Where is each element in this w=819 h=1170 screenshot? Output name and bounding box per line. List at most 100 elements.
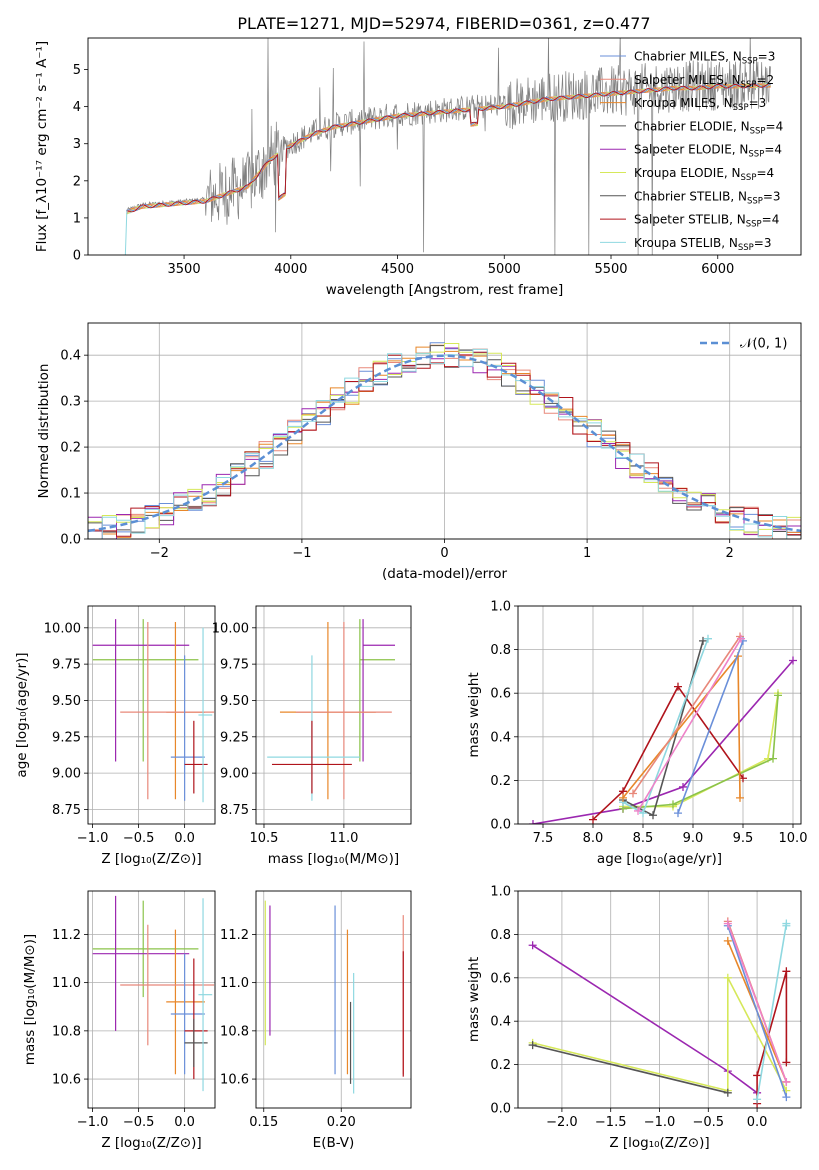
panels: 3500 4000 4500 5000 5500 6000 0 1 2 3 4 5 wavelength… (14, 37, 807, 1151)
series-marker (782, 1077, 791, 1086)
x-tick-label: 0 (440, 546, 448, 561)
x-tick-label: 9.5 (733, 831, 754, 846)
series-marker (782, 1058, 791, 1067)
y-tick-label: 0.6 (490, 971, 511, 986)
x-tick-label: 0.0 (174, 1115, 195, 1130)
x-tick-label: 4000 (274, 262, 307, 277)
histogram-salpeter_elodie (88, 347, 801, 539)
legend-label-sub: SSP (747, 196, 763, 206)
legend-label-tail: =4 (766, 119, 784, 133)
panel-age_vs_mass: 10.5 11.0 8.75 9.00 9.25 9.50 9.75 10.00 mass [l… (212, 605, 412, 867)
legend-label-tail: =4 (762, 213, 780, 227)
y-tick-label: 11.0 (220, 976, 249, 991)
series-marker (723, 919, 732, 928)
series-marker (639, 809, 647, 818)
panel-mass_vs_ebv: 0.15 0.20 10.6 10.8 11.0 11.2 E(B-V) (220, 890, 412, 1151)
x-axis-label: wavelength [Angstrom, rest frame] (326, 282, 564, 298)
x-tick-label: −0.5 (693, 1115, 725, 1130)
series-line (532, 659, 794, 824)
plot-area (124, 38, 772, 255)
legend-label: Chabrier MILES, NSSP=3 (634, 50, 775, 67)
legend-label-tail: =3 (754, 236, 772, 250)
panel-weight_vs_Z: −2.0 −1.5 −1.0 −0.5 0.0 0.0 0.2 0.4 0.6 0.8 1.0 Z [… (466, 885, 802, 1151)
x-tick-label: 1 (583, 546, 591, 561)
y-tick-label: 0.0 (490, 1102, 511, 1117)
legend-label-sub: SSP (733, 103, 749, 113)
series-marker (699, 636, 707, 645)
y-tick-label: 10.8 (220, 1024, 249, 1039)
legend-label: Salpeter STELIB, NSSP=4 (634, 213, 779, 230)
y-axis-label: Flux [f_λ10⁻¹⁷ erg cm⁻² s⁻¹ A⁻¹] (34, 41, 50, 252)
series-line (637, 638, 742, 812)
legend-label-sub: SSP (742, 57, 758, 67)
plot-area (267, 619, 396, 801)
x-tick-label: 0.0 (174, 831, 195, 846)
series-line (677, 640, 744, 814)
series-line (632, 636, 741, 794)
y-tick-label: 0.2 (490, 774, 511, 789)
series-marker (774, 691, 782, 700)
x-axis-label: Z [log₁₀(Z/Z⊙)] (609, 1135, 709, 1151)
series-marker (753, 1095, 762, 1104)
y-tick-label: 0.4 (60, 349, 81, 364)
histogram-kroupa_stelib (88, 348, 801, 539)
y-tick-label: 9.75 (220, 658, 249, 673)
legend-label-sub: SSP (746, 220, 762, 230)
series-marker (737, 634, 745, 643)
y-tick-label: 10.6 (220, 1073, 249, 1088)
x-tick-label: 3500 (168, 262, 201, 277)
series-line (622, 695, 779, 810)
x-tick-label: 0.0 (747, 1115, 768, 1130)
y-tick-label: 2 (73, 174, 81, 189)
series-marker (723, 1088, 732, 1097)
legend-label-tail: =4 (756, 166, 774, 180)
axes-frame (255, 890, 412, 1109)
normal-curve (88, 354, 801, 533)
x-tick-label: 2 (726, 546, 734, 561)
plot-area (529, 632, 797, 824)
series-marker (669, 800, 677, 809)
series-marker (529, 820, 537, 824)
figure-title: PLATE=1271, MJD=52974, FIBERID=0361, z=0… (237, 14, 650, 33)
axes-frame (87, 890, 216, 1109)
series-marker (674, 682, 682, 691)
y-tick-label: 0.2 (490, 1058, 511, 1073)
model-line-salpeter_stelib (126, 83, 771, 213)
y-tick-label: 10.6 (52, 1073, 81, 1088)
x-tick-label: 4500 (381, 262, 414, 277)
legend-label-main: Kroupa ELODIE, N (634, 166, 741, 180)
x-tick-label: −2.0 (546, 1115, 578, 1130)
x-tick-label: 7.5 (533, 831, 554, 846)
y-tick-label: 11.0 (52, 976, 81, 991)
y-tick-label: 0.8 (490, 928, 511, 943)
series-marker (782, 967, 791, 976)
y-tick-label: 0 (73, 249, 81, 264)
y-tick-label: 0.4 (490, 730, 511, 745)
plot-area (92, 895, 215, 1092)
legend-label: Chabrier ELODIE, NSSP=4 (634, 119, 783, 136)
x-tick-label: 0.20 (327, 1115, 356, 1130)
legend-label-tail: =2 (756, 73, 774, 87)
y-tick-label: 9.00 (52, 767, 81, 782)
x-tick-label: −0.5 (123, 831, 155, 846)
legend-label-tail: =4 (764, 143, 782, 157)
y-tick-label: 8.75 (220, 803, 249, 818)
axes-frame (87, 605, 216, 825)
y-tick-label: 11.2 (52, 928, 81, 943)
legend-label-main: Chabrier STELIB, N (634, 189, 747, 203)
series-marker (589, 815, 597, 824)
legend-label-main: Kroupa STELIB, N (634, 236, 738, 250)
legend-label: Chabrier STELIB, NSSP=3 (634, 189, 781, 206)
x-tick-label: 9.0 (683, 831, 704, 846)
series-line (532, 977, 788, 1092)
panel-age_vs_Z: −1.0 −0.5 0.0 8.75 9.00 9.25 9.50 9.75 10.00 Z [l… (14, 605, 216, 867)
y-tick-label: 1 (73, 211, 81, 226)
data-spectrum-line (126, 38, 772, 255)
y-tick-label: 0.2 (60, 441, 81, 456)
x-tick-label: −2 (150, 546, 169, 561)
plot-area (88, 342, 801, 539)
legend-label-tail: =3 (758, 50, 776, 64)
x-tick-label: −1.0 (644, 1115, 676, 1130)
y-tick-label: 0.1 (60, 487, 81, 502)
x-tick-label: −1.0 (77, 1115, 109, 1130)
